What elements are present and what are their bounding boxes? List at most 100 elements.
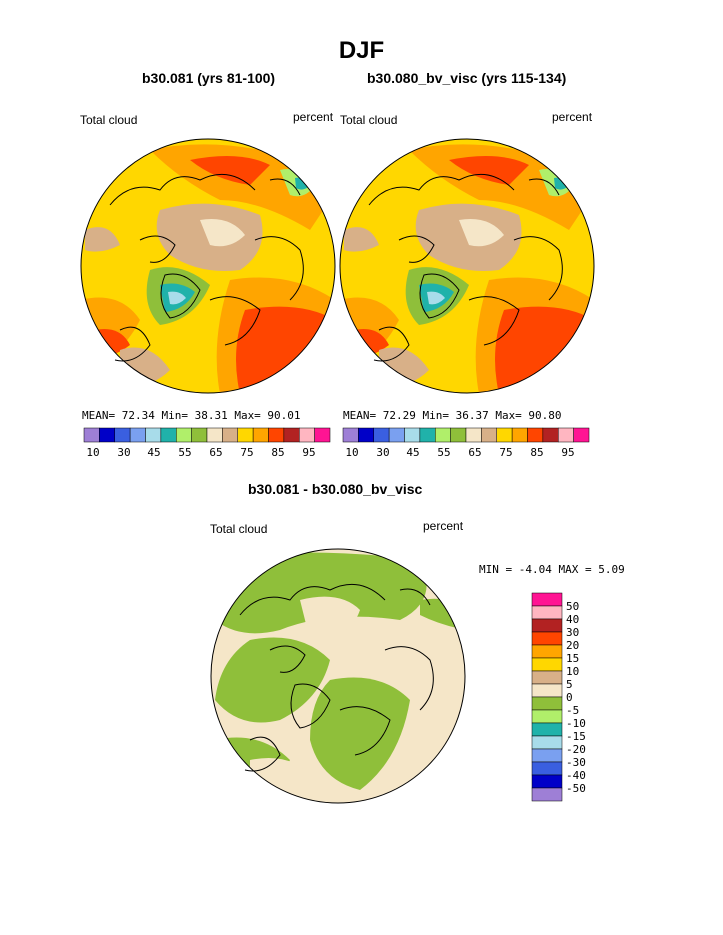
colorbar-swatch (531, 605, 563, 620)
colorbar-swatch (404, 427, 421, 443)
tick-label: 15 (566, 652, 580, 666)
colorbar-swatch (222, 427, 239, 443)
tick-label: 0 (566, 691, 573, 705)
colorbar-swatch (531, 683, 563, 698)
tick-label: -50 (566, 782, 586, 796)
tick-label: -15 (566, 730, 586, 744)
colorbar-swatch (531, 761, 563, 776)
tick-label: -20 (566, 743, 586, 757)
colorbar-swatch (465, 427, 482, 443)
tick-label: 55 (178, 446, 192, 459)
colorbar-swatch (176, 427, 192, 443)
tick-label: 45 (147, 446, 161, 459)
colorbar-swatch (314, 427, 331, 443)
colorbar-swatch (531, 735, 563, 750)
tick-label: 65 (209, 446, 223, 459)
colorbar-swatch (511, 427, 528, 443)
tick-label: 20 (566, 639, 580, 653)
colorbar-swatch (191, 427, 208, 443)
diff-variable-label: Total cloud (210, 522, 268, 536)
colorbar-swatch (388, 427, 405, 443)
tick-label: 50 (566, 600, 580, 614)
colorbar-swatch (160, 427, 177, 443)
tick-label: -10 (566, 717, 586, 731)
colorbar-swatch (114, 427, 131, 443)
tick-label: 95 (302, 446, 316, 459)
tick-label: 40 (566, 613, 580, 627)
colorbar-swatch (573, 427, 590, 443)
colorbar-swatch (206, 427, 223, 443)
colorbar-swatch (342, 427, 359, 443)
tick-label: 75 (240, 446, 254, 459)
colorbar-swatch (268, 427, 285, 443)
colorbar-swatch (435, 427, 451, 443)
colorbar-left (83, 427, 331, 443)
units-label-left: percent (293, 110, 334, 124)
diff-units-label: percent (423, 519, 464, 533)
tick-label: 45 (406, 446, 420, 459)
units-label-right: percent (552, 110, 593, 124)
colorbar-ticks-right: 10 30 45 55 65 75 85 95 (343, 446, 589, 460)
tick-label: -5 (566, 704, 580, 718)
colorbar-swatch (531, 631, 563, 646)
colorbar-swatch (531, 592, 563, 607)
colorbar-swatch (531, 657, 563, 672)
panel-title-left: b30.081 (yrs 81-100) (142, 70, 276, 86)
colorbar-swatch (283, 427, 300, 443)
cloud-map-right (340, 139, 594, 393)
colorbar-swatch (531, 709, 563, 724)
colorbar-swatch (531, 722, 563, 737)
colorbar-swatch (531, 644, 563, 659)
colorbar-swatch (531, 670, 563, 685)
stats-right: MEAN= 72.29 Min= 36.37 Max= 90.80 (343, 409, 562, 422)
tick-label: 85 (530, 446, 544, 459)
colorbar-swatch (299, 427, 315, 443)
colorbar-swatch (531, 696, 563, 711)
variable-label-left: Total cloud (80, 113, 138, 127)
colorbar-swatch (531, 748, 563, 763)
tick-label: 10 (86, 446, 100, 459)
tick-label: 75 (499, 446, 513, 459)
diff-stats: MIN = -4.04 MAX = 5.09 (479, 563, 625, 576)
colorbar-swatch (145, 427, 162, 443)
colorbar-swatch (496, 427, 513, 443)
panel-title-right: b30.080_bv_visc (yrs 115-134) (367, 70, 567, 86)
tick-label: -30 (566, 756, 586, 770)
colorbar-swatch (83, 427, 100, 443)
colorbar-swatch (558, 427, 574, 443)
page-title: DJF (338, 37, 385, 64)
colorbar-swatch (531, 774, 563, 789)
tick-label: 5 (566, 678, 573, 692)
colorbar-swatch (542, 427, 559, 443)
colorbar-swatch (527, 427, 544, 443)
colorbar-right (342, 427, 590, 443)
diff-title: b30.081 - b30.080_bv_visc (248, 481, 423, 497)
cloud-map-left (81, 139, 335, 393)
tick-label: 55 (437, 446, 451, 459)
colorbar-ticks-left: 10 30 45 55 65 75 85 95 (84, 446, 330, 460)
colorbar-swatch (252, 427, 269, 443)
variable-label-right: Total cloud (340, 113, 398, 127)
colorbar-swatch (531, 618, 563, 633)
tick-label: 85 (271, 446, 285, 459)
colorbar-swatch (419, 427, 436, 443)
tick-label: 30 (117, 446, 131, 459)
tick-label: -40 (566, 769, 586, 783)
colorbar-swatch (450, 427, 467, 443)
tick-label: 30 (376, 446, 390, 459)
stats-left: MEAN= 72.34 Min= 38.31 Max= 90.01 (82, 409, 301, 422)
tick-label: 30 (566, 626, 580, 640)
colorbar-swatch (481, 427, 498, 443)
colorbar-ticks-diff: 50 40 30 20 15 10 5 0 -5 -10 -15 -20 -30… (566, 593, 606, 801)
colorbar-diff (531, 592, 563, 802)
tick-label: 10 (566, 665, 580, 679)
tick-label: 95 (561, 446, 575, 459)
colorbar-swatch (99, 427, 116, 443)
tick-label: 65 (468, 446, 482, 459)
colorbar-swatch (373, 427, 390, 443)
colorbar-swatch (358, 427, 375, 443)
colorbar-swatch (531, 787, 563, 802)
colorbar-swatch (237, 427, 254, 443)
tick-label: 10 (345, 446, 359, 459)
